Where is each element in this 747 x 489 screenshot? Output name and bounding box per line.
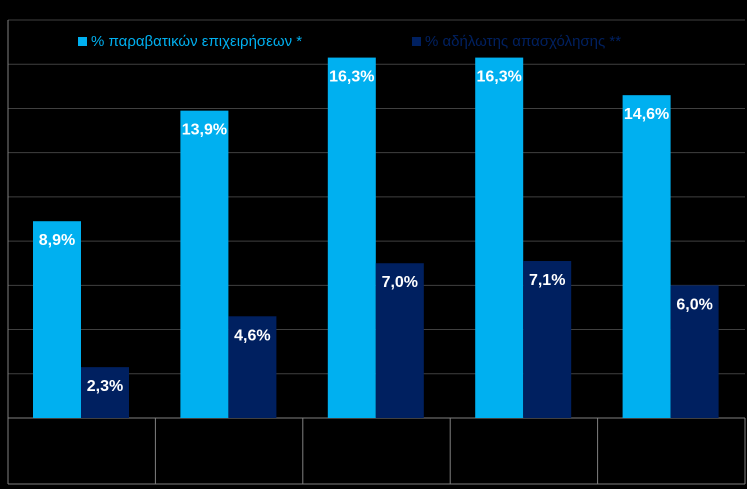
legend-swatch-undeclared-employment: [412, 37, 421, 46]
bar-undeclared-employment: [523, 261, 572, 418]
bar-violating-businesses: [622, 95, 671, 418]
legend-label-violating-businesses: % παραβατικών επιχειρήσεων *: [91, 33, 303, 50]
bar-undeclared-employment: [228, 316, 277, 418]
data-label-undeclared-employment: 2,3%: [87, 378, 123, 395]
bar-violating-businesses: [475, 57, 524, 418]
bar-undeclared-employment: [375, 263, 424, 418]
chart-legend: % παραβατικών επιχειρήσεων * % αδήλωτης …: [0, 33, 747, 55]
data-label-violating-businesses: 14,6%: [624, 106, 669, 123]
data-label-violating-businesses: 16,3%: [477, 69, 522, 86]
data-label-undeclared-employment: 7,0%: [382, 274, 418, 291]
data-label-undeclared-employment: 6,0%: [676, 296, 712, 313]
data-label-violating-businesses: 13,9%: [182, 122, 227, 139]
legend-item-undeclared-employment: % αδήλωτης απασχόλησης **: [412, 33, 621, 50]
legend-swatch-violating-businesses: [78, 37, 87, 46]
legend-label-undeclared-employment: % αδήλωτης απασχόλησης **: [425, 33, 622, 50]
bar-violating-businesses: [327, 57, 376, 418]
bar-undeclared-employment: [670, 285, 719, 418]
bar-violating-businesses: [33, 221, 81, 418]
legend-item-violating-businesses: % παραβατικών επιχειρήσεων *: [78, 33, 302, 50]
data-label-undeclared-employment: 4,6%: [234, 327, 270, 344]
data-label-undeclared-employment: 7,1%: [529, 272, 565, 289]
bar-undeclared-employment: [81, 367, 129, 418]
data-label-violating-businesses: 16,3%: [329, 69, 374, 86]
bar-violating-businesses: [180, 110, 229, 419]
data-label-violating-businesses: 8,9%: [39, 232, 75, 249]
